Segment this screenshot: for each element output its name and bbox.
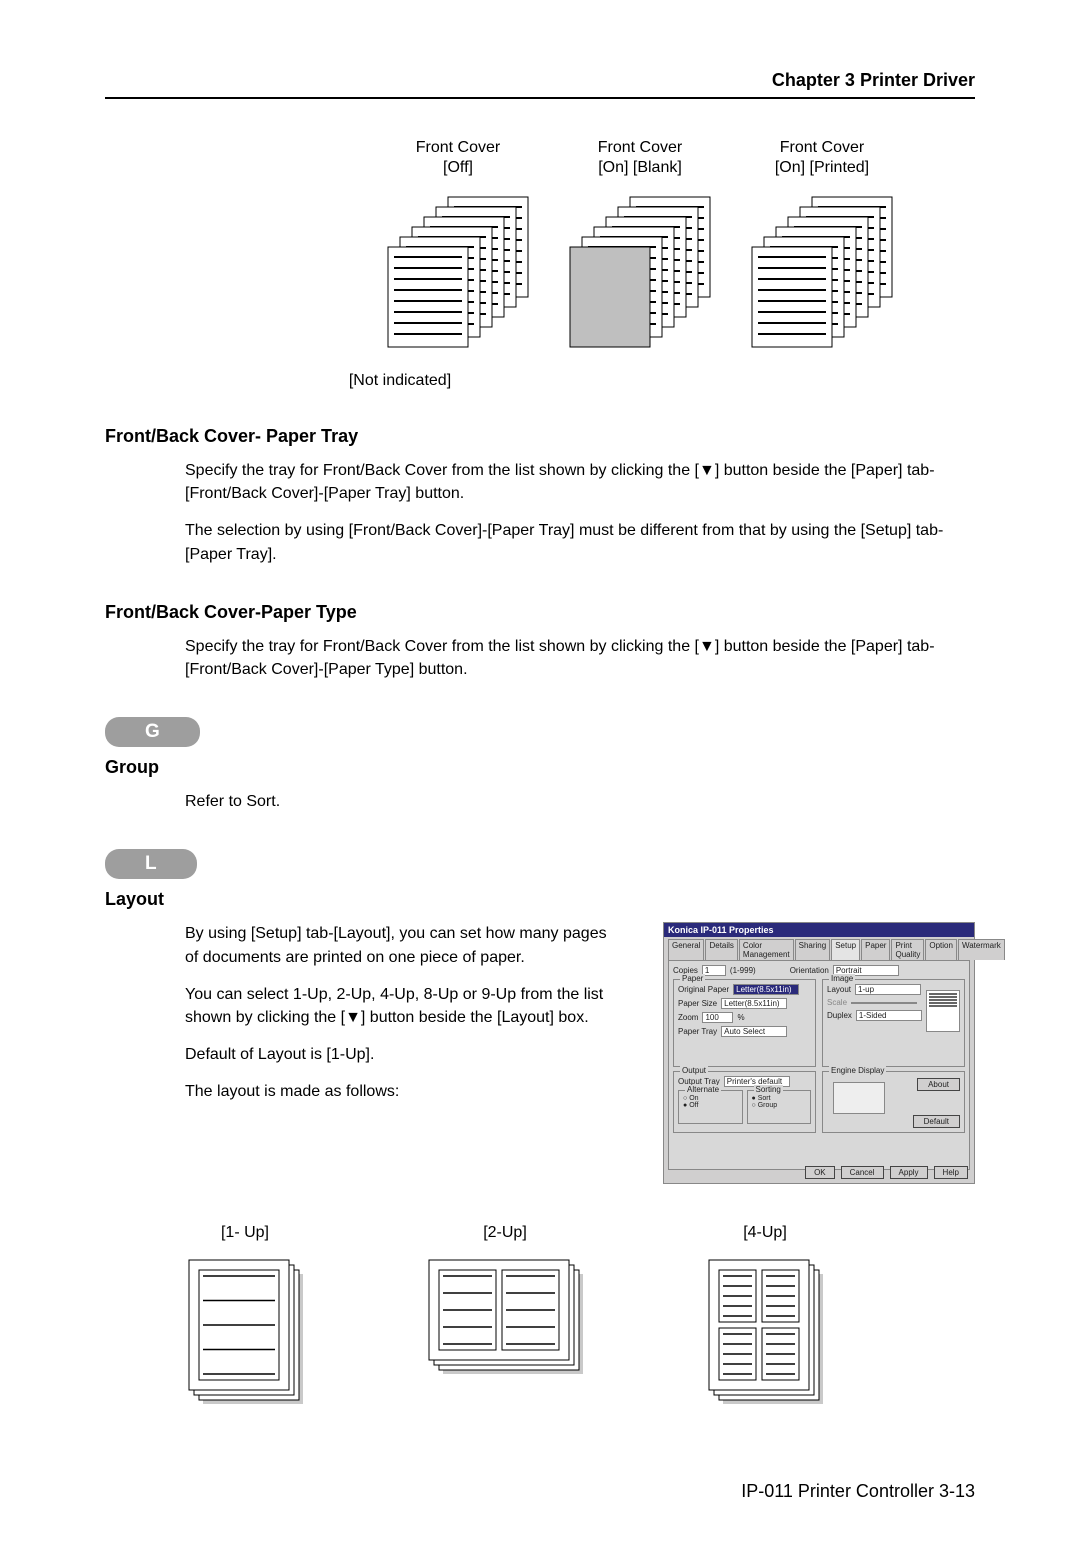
paper-legend: Paper (680, 974, 705, 983)
duplex-label: Duplex (827, 1011, 852, 1020)
cover-sub: [Off] (378, 159, 538, 177)
not-indicated-note: [Not indicated] (305, 372, 495, 390)
paper-size-label: Paper Size (678, 999, 717, 1008)
layout-example-caption: [1- Up] (185, 1224, 305, 1242)
dialog-tab-color-management[interactable]: Color Management (739, 939, 794, 960)
cover-block-0: Front Cover [Off] (378, 139, 538, 362)
layout-p1: By using [Setup] tab-[Layout], you can s… (185, 922, 623, 968)
dialog-tab-watermark[interactable]: Watermark (958, 939, 1005, 960)
group-opt[interactable]: Group (758, 1102, 777, 1109)
sorting-legend: Sorting (754, 1085, 783, 1094)
dialog-help-button[interactable]: Help (934, 1166, 968, 1179)
section-heading-layout: Layout (105, 889, 975, 910)
dialog-tab-option[interactable]: Option (925, 939, 957, 960)
cover-sub: [On] [Blank] (560, 159, 720, 177)
section-heading-paper-type: Front/Back Cover-Paper Type (105, 602, 975, 623)
paper-tray-p2: The selection by using [Front/Back Cover… (185, 519, 975, 565)
front-cover-row: Front Cover [Off] Front Cover [On] [Blank]… (305, 139, 975, 362)
output-legend: Output (680, 1066, 708, 1075)
section-heading-paper-tray: Front/Back Cover- Paper Tray (105, 426, 975, 447)
group-p1: Refer to Sort. (185, 790, 975, 813)
paper-size-select[interactable]: Letter(8.5x11in) (721, 998, 787, 1009)
layout-example-caption: [2-Up] (425, 1224, 585, 1242)
dialog-tab-general[interactable]: General (668, 939, 704, 960)
layout-select[interactable]: 1-up (855, 984, 921, 995)
layout-label: Layout (827, 985, 851, 994)
cover-sub: [On] [Printed] (742, 159, 902, 177)
cover-title: Front Cover (378, 139, 538, 157)
paper-tray-p1: Specify the tray for Front/Back Cover fr… (185, 459, 975, 505)
dialog-cancel-button[interactable]: Cancel (841, 1166, 884, 1179)
zoom-value[interactable]: 100 (702, 1012, 733, 1023)
dialog-tab-sharing[interactable]: Sharing (795, 939, 831, 960)
dialog-tab-setup[interactable]: Setup (831, 939, 860, 960)
layout-example-caption: [4-Up] (705, 1224, 825, 1242)
original-label: Original Paper (678, 985, 729, 994)
paper-tray-label: Paper Tray (678, 1027, 717, 1036)
zoom-label: Zoom (678, 1013, 698, 1022)
alpha-pill-g: G (105, 717, 200, 747)
alternate-legend: Alternate (685, 1085, 721, 1094)
layout-p4: The layout is made as follows: (185, 1080, 623, 1103)
dialog-title: Konica IP-011 Properties (664, 923, 974, 937)
copies-range: (1-999) (730, 966, 756, 975)
image-legend: Image (829, 974, 855, 983)
cover-block-1: Front Cover [On] [Blank] (560, 139, 720, 362)
cover-title: Front Cover (742, 139, 902, 157)
sort-opt[interactable]: Sort (758, 1095, 771, 1102)
cover-title: Front Cover (560, 139, 720, 157)
properties-dialog: Konica IP-011 Properties GeneralDetailsC… (663, 922, 975, 1184)
layout-example-2: [4-Up] (705, 1224, 825, 1411)
copies-value[interactable]: 1 (702, 965, 726, 976)
dialog-tab-paper[interactable]: Paper (861, 939, 890, 960)
layout-p2: You can select 1-Up, 2-Up, 4-Up, 8-Up or… (185, 983, 623, 1029)
header-rule (105, 97, 975, 99)
engine-display-legend: Engine Display (829, 1066, 886, 1075)
paper-tray-select[interactable]: Auto Select (721, 1026, 787, 1037)
dialog-ok-button[interactable]: OK (805, 1166, 835, 1179)
dialog-tab-details[interactable]: Details (705, 939, 737, 960)
layout-example-0: [1- Up] (185, 1224, 305, 1411)
paper-type-p1: Specify the tray for Front/Back Cover fr… (185, 635, 975, 681)
cover-block-2: Front Cover [On] [Printed] (742, 139, 902, 362)
chapter-header: Chapter 3 Printer Driver (105, 70, 975, 91)
page-footer: IP-011 Printer Controller 3-13 (105, 1481, 975, 1502)
alt-on[interactable]: On (689, 1095, 698, 1102)
layout-text-block: By using [Setup] tab-[Layout], you can s… (185, 922, 623, 1117)
alpha-pill-l: L (105, 849, 197, 879)
about-button[interactable]: About (917, 1078, 960, 1091)
default-button[interactable]: Default (913, 1115, 960, 1128)
alt-off[interactable]: Off (689, 1102, 698, 1109)
scale-label: Scale (827, 998, 847, 1007)
orientation-label: Orientation (790, 966, 829, 975)
section-heading-group: Group (105, 757, 975, 778)
scale-select (851, 1002, 917, 1004)
layout-example-1: [2-Up] (425, 1224, 585, 1411)
duplex-select[interactable]: 1-Sided (856, 1010, 922, 1021)
dialog-apply-button[interactable]: Apply (890, 1166, 928, 1179)
layout-p3: Default of Layout is [1-Up]. (185, 1043, 623, 1066)
original-select[interactable]: Letter(8.5x11in) (733, 984, 799, 995)
dialog-tab-print-quality[interactable]: Print Quality (891, 939, 924, 960)
